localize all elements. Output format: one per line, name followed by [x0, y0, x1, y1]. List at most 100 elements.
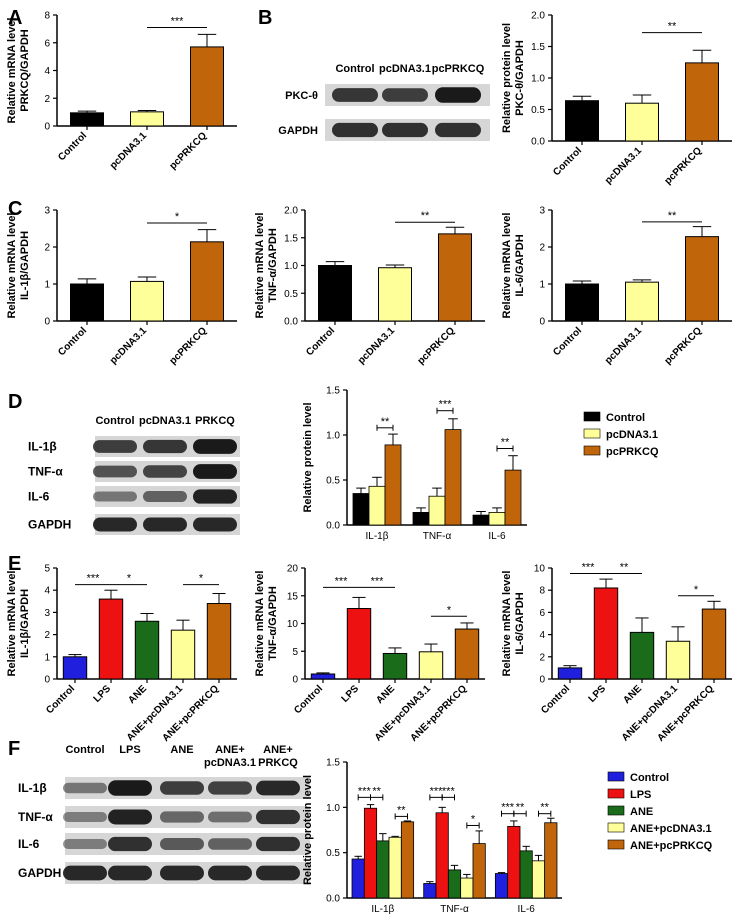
y-tick-label: 1.0: [326, 803, 340, 814]
blot-band: [193, 517, 237, 532]
bar-2-1: [488, 512, 506, 526]
x-group-label: TNF-α: [423, 531, 452, 542]
blot-band: [160, 865, 204, 881]
y-axis-label: IL-6/GAPDH: [514, 234, 526, 296]
y-axis-label: PKC-θ/GAPDH: [514, 40, 526, 116]
bar-1-2: [444, 429, 462, 526]
x-group-label: TNF-α: [440, 904, 469, 915]
y-tick-label: 0.0: [326, 894, 340, 905]
y-tick-label: 2: [44, 94, 50, 105]
chart-b: 0.0 0.5 1.0 1.5 2.0 Relative protein level PKC…: [501, 11, 732, 187]
x-tick-label: ANE: [126, 683, 149, 706]
bar-1-4: [472, 843, 486, 899]
y-tick-label: 2: [539, 652, 545, 663]
blot-band: [193, 439, 237, 454]
blot-band: [256, 780, 300, 796]
y-tick-label: 10: [534, 564, 546, 575]
bar-0-2: [376, 840, 390, 899]
x-tick-label: Control: [44, 683, 77, 716]
blot-row-label: TNF-α: [28, 465, 63, 479]
y-tick-label: 4: [44, 66, 50, 77]
y-tick-label: 3: [44, 206, 50, 217]
blot-band: [143, 490, 187, 503]
blot-band: [160, 838, 204, 850]
y-axis-label: Relative mRNA level: [6, 571, 18, 677]
blot-lane-label: pcPRKCQ: [432, 63, 485, 75]
blot-band: [108, 865, 152, 881]
panel-letter-c: C: [8, 198, 22, 220]
y-tick-label: 1.5: [284, 233, 298, 244]
blot-band: [93, 440, 137, 453]
chart-c1: 0 1 2 3 Relative mRNA level IL-1β/GAPDH Contro…: [6, 206, 237, 367]
blot-band: [143, 439, 187, 454]
blot-band: [208, 781, 252, 795]
bar-0: [310, 673, 336, 680]
x-tick-label: pcPRKCQ: [663, 145, 705, 187]
y-tick-label: 0.5: [326, 848, 340, 859]
blot-row-label: IL-6: [28, 490, 50, 504]
bar-0-1: [363, 807, 378, 899]
panel-letters: A B C D E F: [8, 7, 272, 760]
significance-label: ***: [430, 785, 444, 797]
blot-row-label: IL-1β: [28, 440, 57, 454]
y-axis-label: TNF-α/GAPDH: [267, 228, 279, 303]
legend-swatch: [607, 822, 625, 833]
blot-row-label: GAPDH: [18, 866, 61, 880]
x-tick-label: Control: [56, 130, 89, 163]
blot-lane-label: LPS: [119, 744, 140, 756]
blot-band: [160, 781, 204, 795]
x-tick-label: LPS: [340, 683, 362, 705]
blot-d: IL-1β TNF-α IL-6 GAPDH Control pcDNA3.1 PRKCQ: [28, 415, 240, 535]
y-tick-label: 10: [287, 619, 299, 630]
significance-label: ***: [335, 575, 349, 587]
y-tick-label: 5: [292, 647, 298, 658]
blot-lane-label: ANE: [170, 744, 193, 756]
significance-label: **: [668, 210, 677, 222]
y-tick-label: 0: [292, 675, 298, 686]
significance-label: *: [471, 813, 476, 825]
bar-0-0: [352, 493, 370, 526]
bar-4: [454, 628, 480, 680]
bar-0-3: [388, 836, 402, 899]
blot-band: [382, 88, 428, 102]
significance-label: *: [199, 573, 204, 585]
y-axis-label: Relative mRNA level: [501, 571, 513, 677]
x-tick-label: LPS: [587, 683, 609, 705]
legend-swatch: [583, 445, 601, 456]
blot-lane-label: Control: [65, 744, 104, 756]
significance-label: **: [397, 804, 406, 816]
chart-f: 0.0 0.5 1.0 1.5 Relative protein level IL-1β *…: [302, 758, 562, 915]
y-tick-label: 0.0: [531, 137, 545, 148]
x-tick-label: Control: [304, 325, 337, 358]
x-tick-label: Control: [56, 325, 89, 358]
bar-1: [98, 598, 124, 680]
chart-d: 0.0 0.5 1.0 1.5 Relative protein level IL-1β *…: [302, 386, 527, 542]
blot-row-label: GAPDH: [28, 518, 71, 532]
bar-0: [62, 656, 88, 680]
bar-2-1: [507, 825, 521, 899]
blot-band: [63, 865, 107, 881]
chart-e2: 0 5 10 15 20 Relative mRNA level TNF-α/GAPDH Co…: [254, 564, 485, 744]
significance-label: *: [127, 573, 132, 585]
y-tick-label: 0: [44, 317, 50, 328]
significance-label: **: [516, 802, 525, 814]
y-tick-label: 0: [44, 122, 50, 133]
x-tick-label: ANE: [621, 683, 644, 706]
y-tick-label: 1.5: [326, 386, 340, 397]
blot-lane-label: pcDNA3.1: [139, 415, 191, 427]
blot-band: [256, 809, 300, 825]
bar-1: [130, 111, 164, 127]
significance-label: ***: [582, 562, 596, 574]
blot-row-label: IL-6: [18, 837, 40, 851]
bar-0: [70, 112, 104, 127]
significance-label: **: [668, 21, 677, 33]
y-tick-label: 1.0: [326, 431, 340, 442]
y-tick-label: 1.0: [284, 261, 298, 272]
y-axis-label: Relative protein level: [302, 402, 314, 512]
y-tick-label: 0.5: [284, 289, 298, 300]
blot-band: [63, 838, 107, 850]
legends: Control pcDNA3.1 pcPRKCQ Control LPS ANE ANE+p…: [583, 411, 713, 852]
y-axis-label: IL-1β/GAPDH: [19, 231, 31, 300]
panel-letter-e: E: [8, 553, 21, 575]
